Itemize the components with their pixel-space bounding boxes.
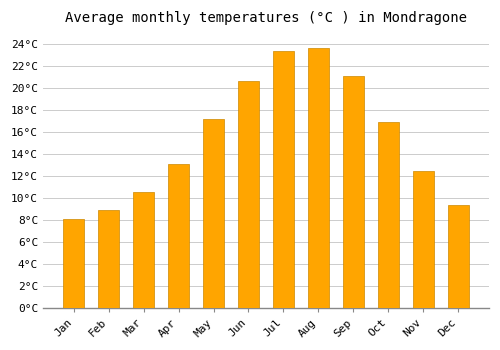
Bar <box>412 171 434 308</box>
Bar <box>343 76 364 308</box>
Bar <box>448 205 468 308</box>
Title: Average monthly temperatures (°C ) in Mondragone: Average monthly temperatures (°C ) in Mo… <box>65 11 467 25</box>
Bar <box>168 164 189 308</box>
Bar <box>378 122 398 308</box>
Bar <box>308 48 329 308</box>
Bar <box>133 192 154 308</box>
Bar <box>273 51 294 308</box>
Bar <box>203 119 224 308</box>
Bar <box>238 80 259 308</box>
Bar <box>98 210 119 308</box>
Bar <box>63 219 84 308</box>
